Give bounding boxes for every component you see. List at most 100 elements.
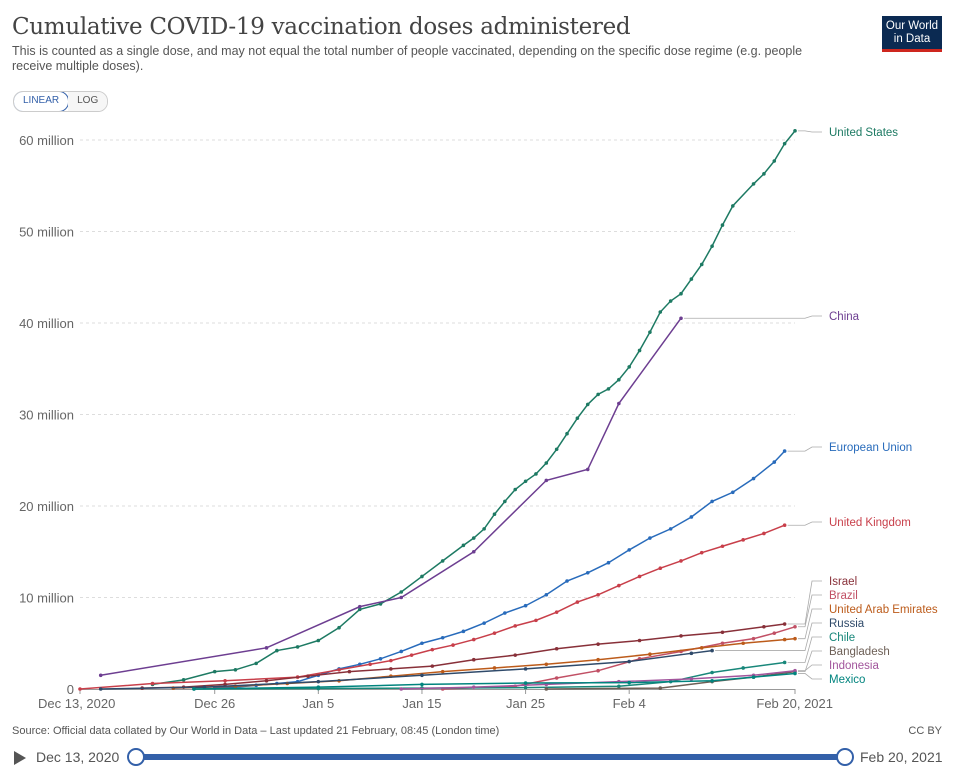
data-point <box>337 667 341 672</box>
timeline-start-handle[interactable] <box>127 748 145 766</box>
data-point <box>471 536 476 540</box>
data-point <box>534 472 538 476</box>
data-point <box>617 583 621 588</box>
series-line <box>79 524 785 690</box>
data-point <box>637 638 642 643</box>
data-point <box>699 550 704 555</box>
y-tick-label: 20 million <box>19 499 74 514</box>
series-label: Brazil <box>829 590 858 602</box>
data-point <box>554 646 559 651</box>
data-point <box>430 647 435 652</box>
series-label: United Kingdom <box>829 517 911 529</box>
data-point <box>751 675 756 679</box>
data-point <box>637 574 642 579</box>
data-point <box>98 687 103 691</box>
data-point <box>409 653 414 657</box>
data-point <box>306 674 310 678</box>
timeline-end-handle[interactable] <box>836 748 854 766</box>
data-point <box>668 527 673 531</box>
data-point <box>751 182 756 186</box>
data-point <box>658 310 663 314</box>
data-point <box>782 141 787 146</box>
data-point <box>389 667 393 671</box>
data-point <box>357 607 362 612</box>
label-connector <box>715 622 822 651</box>
data-point <box>689 515 694 519</box>
series-line <box>193 661 785 690</box>
timeline-track[interactable] <box>134 754 844 760</box>
data-point <box>347 669 352 674</box>
series-label: Indonesia <box>829 660 879 672</box>
data-point <box>554 610 559 614</box>
label-connector <box>798 650 822 673</box>
data-point <box>772 159 777 163</box>
data-point <box>212 669 217 674</box>
x-tick-label: Jan 5 <box>302 696 334 711</box>
data-point <box>793 671 797 676</box>
data-point <box>565 431 569 436</box>
data-point <box>720 544 725 549</box>
license-link[interactable]: CC BY <box>908 725 942 737</box>
data-point <box>679 559 683 563</box>
data-point <box>337 625 341 630</box>
data-point <box>471 549 476 554</box>
series-line <box>100 317 682 677</box>
data-point <box>399 649 404 654</box>
series-label: Chile <box>829 632 855 644</box>
data-point <box>751 476 756 481</box>
data-point <box>689 677 694 681</box>
series-label: European Union <box>829 442 912 454</box>
data-point <box>710 499 714 504</box>
data-point <box>772 631 777 635</box>
data-point <box>513 487 518 492</box>
x-tick-label: Jan 15 <box>402 696 441 711</box>
data-point <box>544 662 549 667</box>
data-point <box>731 204 735 208</box>
data-point <box>585 570 590 575</box>
chart-title: Cumulative COVID-19 vaccination doses ad… <box>12 14 631 40</box>
y-tick-label: 0 <box>67 682 74 697</box>
data-point <box>471 657 476 662</box>
y-tick-label: 50 million <box>19 225 74 240</box>
label-connector <box>787 521 822 526</box>
timeline-start-label: Dec 13, 2020 <box>36 749 120 765</box>
data-point <box>762 531 766 536</box>
owid-logo[interactable]: Our World in Data <box>882 16 942 52</box>
data-point <box>596 668 600 673</box>
data-point <box>254 661 258 666</box>
data-point <box>793 636 797 641</box>
data-point <box>596 592 600 597</box>
data-point <box>523 479 528 484</box>
data-point <box>150 681 155 686</box>
data-point <box>741 641 745 646</box>
data-point <box>264 646 269 650</box>
data-point <box>689 277 694 281</box>
data-point <box>223 678 227 683</box>
data-point <box>720 223 725 227</box>
data-point <box>596 392 600 397</box>
label-connector <box>798 673 822 680</box>
data-point <box>554 447 559 452</box>
label-connector <box>684 315 822 319</box>
x-tick-label: Feb 20, 2021 <box>756 696 833 711</box>
data-point <box>295 645 300 649</box>
data-point <box>275 648 279 653</box>
data-point <box>451 643 455 647</box>
series-label: United Arab Emirates <box>829 604 938 616</box>
data-point <box>710 670 714 675</box>
label-connector <box>787 636 822 663</box>
x-tick-label: Dec 13, 2020 <box>38 696 115 711</box>
data-point <box>627 548 632 552</box>
data-point <box>399 687 404 691</box>
label-connector <box>798 608 822 640</box>
play-icon[interactable] <box>14 751 26 765</box>
data-point <box>503 499 507 504</box>
label-connector <box>787 446 822 452</box>
log-scale-button[interactable]: LOG <box>68 92 108 111</box>
data-point <box>223 682 227 687</box>
series-line <box>442 626 796 690</box>
y-tick-label: 60 million <box>19 133 74 148</box>
data-point <box>658 566 663 571</box>
data-point <box>782 660 787 665</box>
series-label: Bangladesh <box>829 646 890 658</box>
